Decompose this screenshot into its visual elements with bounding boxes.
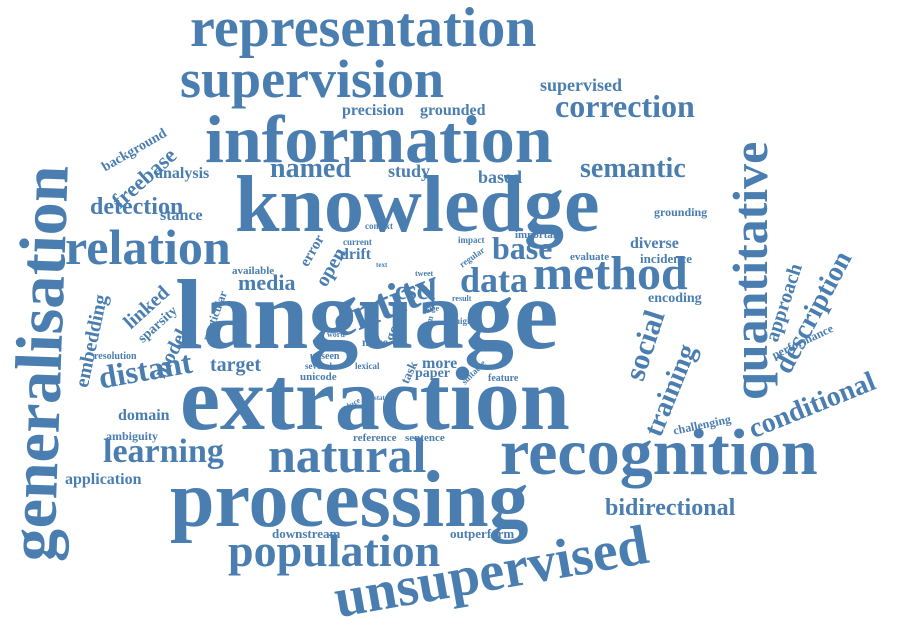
cloud-word: semantic [580, 153, 686, 184]
cloud-word: population [228, 525, 441, 576]
cloud-word: bidirectional [605, 495, 736, 521]
cloud-word: unseen [310, 351, 340, 362]
cloud-word: grounding [654, 205, 708, 219]
cloud-word: relation [65, 219, 231, 275]
cloud-word: ambiguity [106, 429, 159, 443]
cloud-word: context [365, 221, 393, 231]
cloud-word: language [175, 259, 559, 370]
cloud-word: available [232, 265, 275, 277]
cloud-word: precision [342, 102, 404, 119]
cloud-word: result [452, 294, 472, 303]
cloud-word: media [238, 270, 296, 295]
cloud-word: cscl [395, 276, 436, 305]
cloud-word: outperform [450, 526, 515, 541]
cloud-word: study [388, 161, 431, 181]
cloud-word: grounded [420, 102, 486, 119]
cloud-word: several [305, 361, 332, 371]
cloud-word: based [478, 167, 523, 187]
cloud-word: base [492, 230, 553, 266]
cloud-word: application [65, 471, 142, 488]
cloud-word: lexical [355, 361, 380, 371]
cloud-word: named [270, 153, 351, 184]
cloud-word: learning [103, 433, 224, 470]
cloud-word: higher [455, 316, 481, 326]
cloud-word: feature [488, 373, 519, 384]
cloud-word: correction [555, 88, 695, 124]
cloud-word: stance [160, 207, 203, 224]
cloud-word: downstream [272, 526, 341, 541]
cloud-word: word [327, 330, 345, 339]
cloud-word: target [210, 354, 262, 376]
cloud-word: recognition [500, 416, 818, 489]
cloud-word: resolution [94, 351, 137, 362]
cloud-word: text [376, 261, 388, 269]
cloud-word: incidence [640, 251, 692, 266]
cloud-word: current [343, 237, 372, 247]
cloud-word: method [533, 247, 688, 300]
cloud-word: page [423, 304, 439, 313]
cloud-word: tweet [415, 269, 434, 278]
cloud-word: important [515, 229, 563, 241]
cloud-word: processing [170, 456, 529, 544]
cloud-word: encoding [648, 291, 702, 306]
cloud-word: noise [362, 335, 389, 349]
cloud-word: supervision [180, 49, 445, 109]
cloud-word: drift [340, 246, 372, 263]
cloud-word: supervised [540, 75, 623, 95]
cloud-word: sentence [405, 432, 445, 444]
cloud-word: extraction [180, 350, 570, 449]
cloud-word: reference [353, 432, 397, 444]
cloud-word: domain [118, 407, 170, 424]
cloud-word: state [374, 394, 388, 402]
cloud-word: quantitative [722, 141, 778, 400]
cloud-word: impact [458, 235, 485, 245]
cloud-word: analysis [155, 165, 210, 182]
cloud-word: representation [190, 0, 537, 59]
cloud-word: more [422, 355, 458, 372]
cloud-word: evaluate [570, 251, 610, 263]
cloud-word: information [205, 101, 553, 177]
cloud-word: diverse [630, 235, 679, 252]
cloud-word: natural [268, 427, 427, 483]
cloud-word: data [460, 260, 529, 300]
cloud-word: knowledge [235, 161, 600, 249]
cloud-word: paper [415, 366, 450, 381]
cloud-word: detection [90, 194, 184, 220]
cloud-word: unicode [300, 371, 337, 383]
